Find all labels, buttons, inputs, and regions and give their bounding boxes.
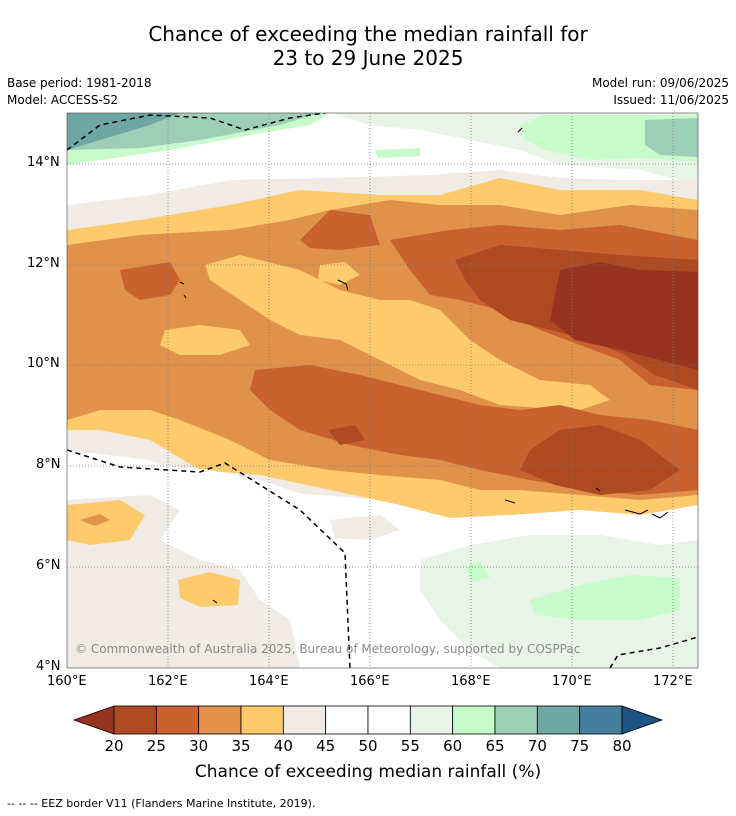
contour-35-island-b xyxy=(318,262,360,285)
island-outlines xyxy=(179,127,669,604)
colorbar-tick-label: 40 xyxy=(273,737,293,755)
colorbar-over-arrow xyxy=(621,705,664,735)
contour-30-35-sw xyxy=(80,514,110,526)
colorbar-bin xyxy=(452,705,496,735)
colorbar-tick-label: 65 xyxy=(485,737,505,755)
lat-label-6: 6°N xyxy=(36,558,61,573)
colorbar-bin xyxy=(198,705,242,735)
lat-label-14: 14°N xyxy=(27,155,60,170)
contour-25-30-top xyxy=(300,210,380,250)
lon-label-170: 170°E xyxy=(552,674,592,689)
colorbar-tick-label: 60 xyxy=(443,737,463,755)
colorbar-under-arrow xyxy=(72,705,115,735)
grid-lines xyxy=(67,113,698,668)
contour-35-40-sw-b xyxy=(178,572,240,607)
colorbar-tick-label: 55 xyxy=(400,737,420,755)
colorbar-bin xyxy=(325,705,369,735)
lat-label-12: 12°N xyxy=(27,256,60,271)
contour-20-25-small xyxy=(328,425,365,445)
colorbar-bin xyxy=(240,705,284,735)
colorbar-tick-label: 75 xyxy=(570,737,590,755)
contour-70-topright xyxy=(645,118,698,157)
map-frame xyxy=(66,112,699,669)
base-period: Base period: 1981-2018 xyxy=(7,76,152,90)
colorbar-bin xyxy=(494,705,538,735)
colorbar-tick-label: 25 xyxy=(146,737,166,755)
colorbar-bin xyxy=(113,705,157,735)
map-plot-area: © Commonwealth of Australia 2025, Bureau… xyxy=(67,113,698,668)
colorbar-bin xyxy=(536,705,581,735)
lon-label-168: 168°E xyxy=(451,674,491,689)
lon-label-164: 164°E xyxy=(249,674,289,689)
colorbar-tick-label: 30 xyxy=(189,737,209,755)
contour-75-top xyxy=(67,113,180,150)
contour-35-island-a xyxy=(205,255,610,410)
contour-35-40-sw-a xyxy=(67,500,145,545)
colorbar-tick-label: 20 xyxy=(104,737,124,755)
lat-label-8: 8°N xyxy=(36,457,61,472)
eez-border xyxy=(67,113,698,668)
colorbar-bin xyxy=(282,705,327,735)
lat-label-10: 10°N xyxy=(27,356,60,371)
contour-35-island-c xyxy=(160,325,250,355)
lon-label-172: 172°E xyxy=(653,674,693,689)
issued-date: Issued: 11/06/2025 xyxy=(613,93,729,107)
model-run: Model run: 09/06/2025 xyxy=(591,76,729,90)
contour-below-20 xyxy=(550,262,698,370)
map-title-line1: Chance of exceeding the median rainfall … xyxy=(148,22,588,46)
colorbar-title: Chance of exceeding median rainfall (%) xyxy=(194,762,542,782)
colorbar-tick-label: 70 xyxy=(527,737,547,755)
colorbar-tick-label: 35 xyxy=(231,737,251,755)
contour-40-45-mid xyxy=(330,515,400,540)
lon-label-166: 166°E xyxy=(350,674,390,689)
lon-label-160: 160°E xyxy=(47,674,87,689)
contour-25-30-west xyxy=(120,262,180,300)
colorbar-bin xyxy=(409,705,454,735)
colorbar-tick-label: 45 xyxy=(316,737,336,755)
contour-60-65-south xyxy=(530,575,680,620)
colorbar-tick-label: 80 xyxy=(612,737,632,755)
colorbar-bin xyxy=(155,705,200,735)
eez-footnote: -- -- -- EEZ border V11 (Flanders Marine… xyxy=(7,797,316,810)
colorbar xyxy=(72,705,664,735)
model-name: Model: ACCESS-S2 xyxy=(7,93,119,107)
lat-label-4: 4°N xyxy=(36,659,61,674)
colorbar-bin xyxy=(579,705,623,735)
colorbar-tick-label: 50 xyxy=(358,737,378,755)
copyright-notice: © Commonwealth of Australia 2025, Bureau… xyxy=(75,642,580,656)
map-title-line2: 23 to 29 June 2025 xyxy=(272,46,464,70)
colorbar-bin xyxy=(367,705,411,735)
contour-20-25-south xyxy=(520,425,680,495)
lon-label-162: 162°E xyxy=(148,674,188,689)
contour-65-small xyxy=(375,148,420,158)
